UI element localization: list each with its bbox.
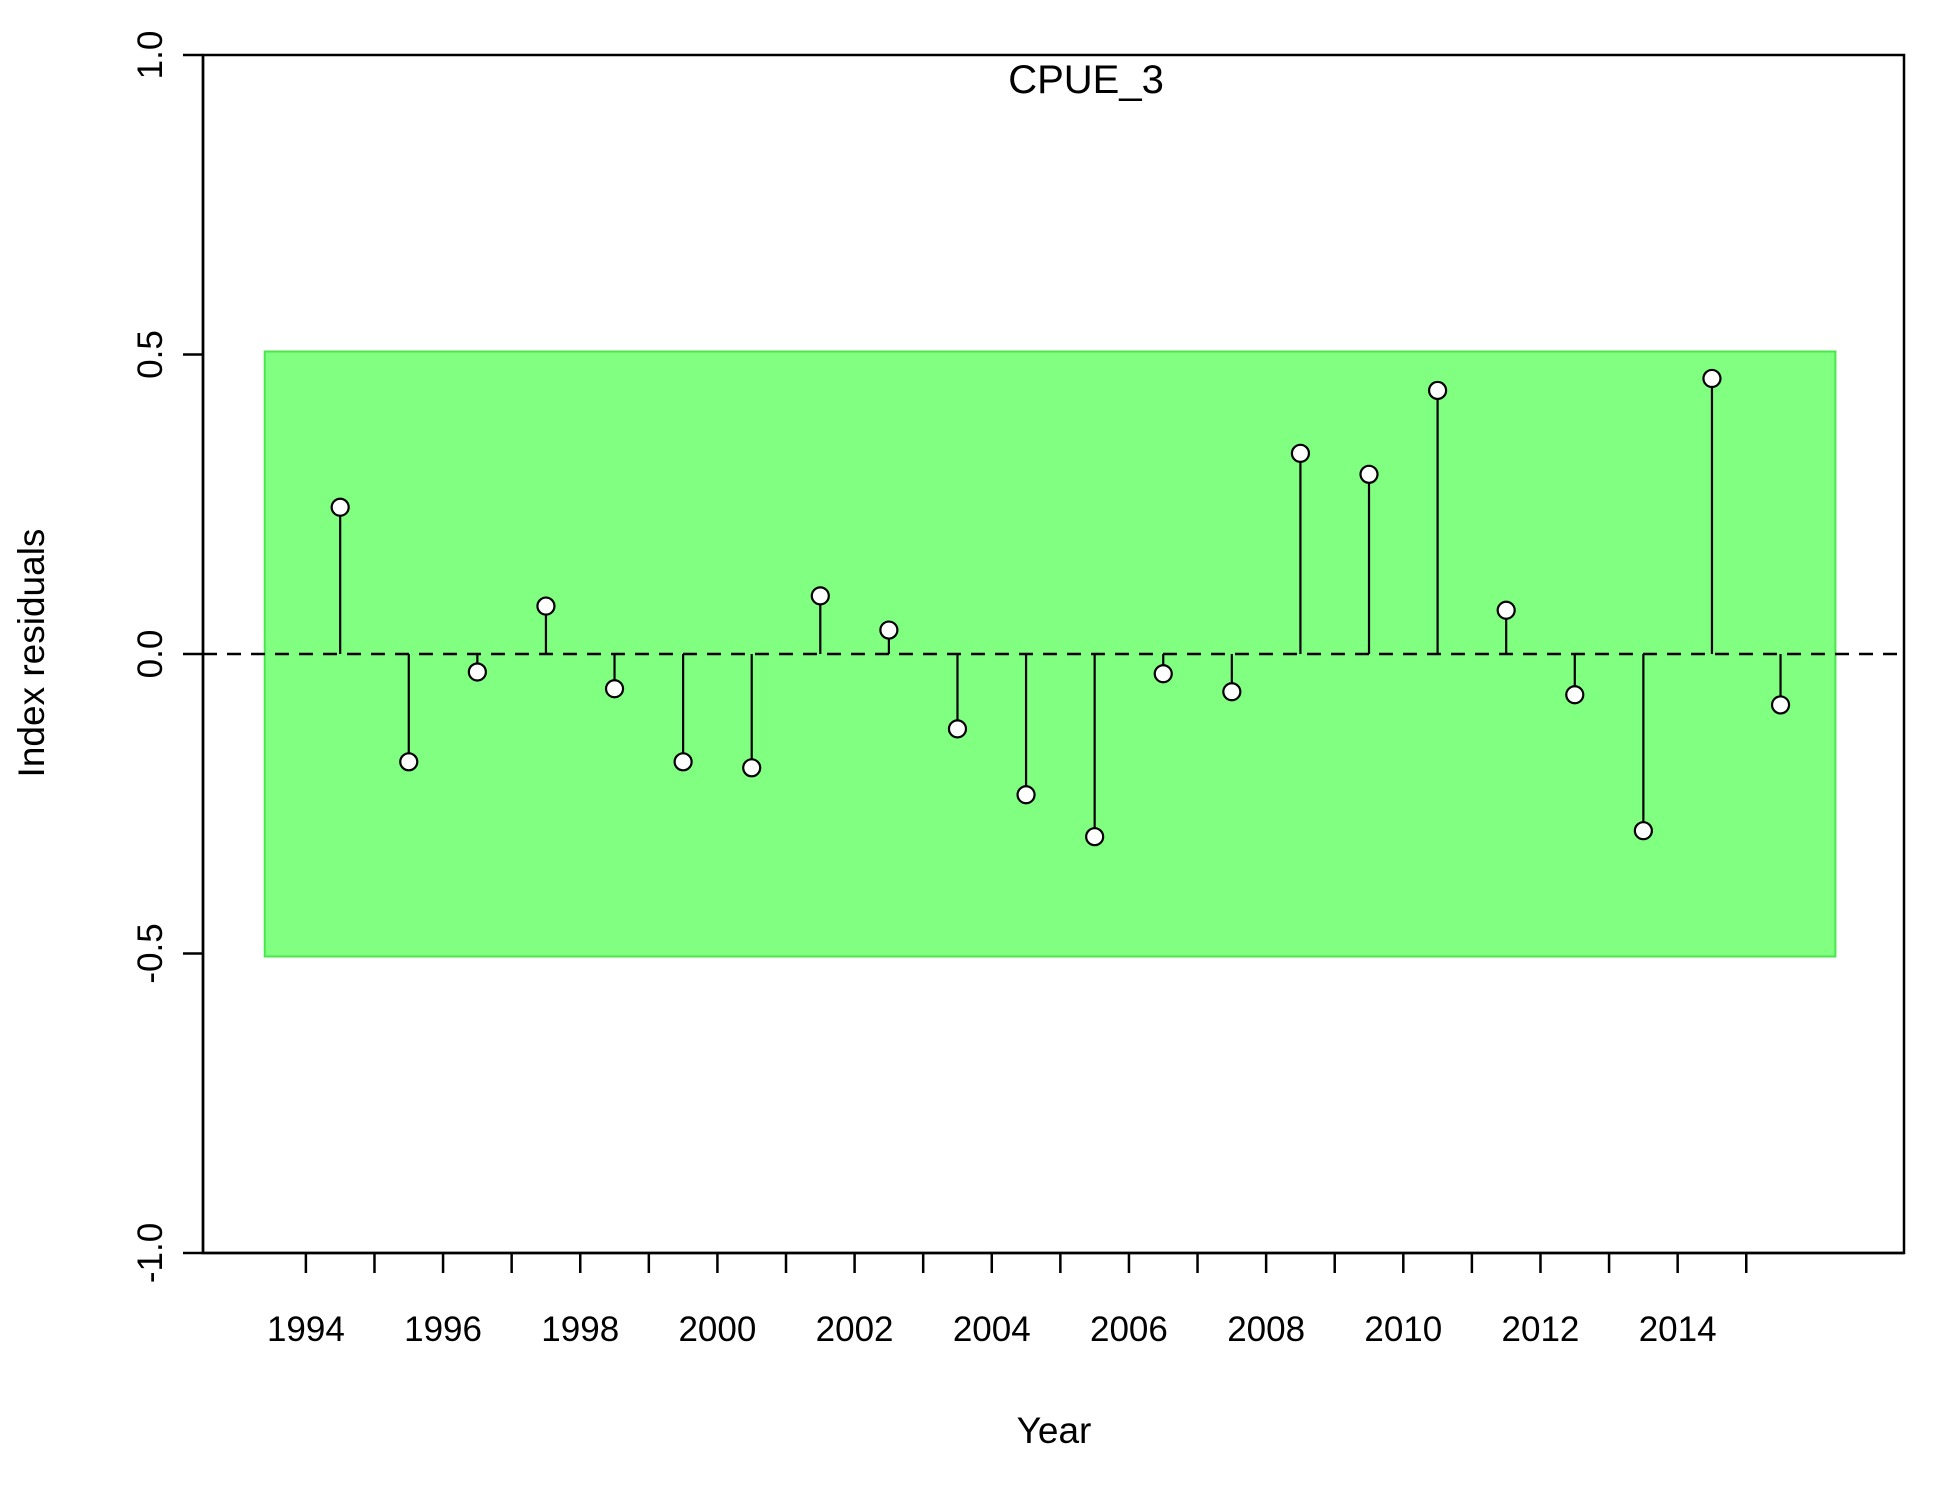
residual-point bbox=[742, 758, 762, 778]
residual-point bbox=[947, 719, 968, 739]
x-tick-label: 1998 bbox=[541, 1310, 619, 1349]
residual-point bbox=[1222, 682, 1242, 702]
residual-point bbox=[604, 679, 625, 699]
residual-point bbox=[1359, 464, 1379, 484]
residual-point bbox=[1016, 785, 1036, 805]
residual-point bbox=[1427, 380, 1448, 401]
residual-point bbox=[1496, 600, 1516, 620]
residual-point bbox=[1153, 664, 1173, 684]
x-tick-label: 2012 bbox=[1502, 1310, 1580, 1349]
x-tick-label: 2000 bbox=[678, 1310, 756, 1349]
x-tick-label: 1996 bbox=[404, 1310, 482, 1349]
residual-point bbox=[810, 586, 830, 606]
x-tick-label: 2004 bbox=[953, 1310, 1031, 1349]
x-axis-label: Year bbox=[1017, 1410, 1092, 1451]
y-tick-label: -1.0 bbox=[131, 1223, 170, 1283]
residual-point bbox=[1702, 368, 1722, 389]
x-tick-label: 1994 bbox=[267, 1310, 345, 1349]
y-tick-label: 0.5 bbox=[131, 330, 170, 379]
residual-point bbox=[1770, 695, 1791, 715]
x-axis: 1994 1996 1998 2000 2002 2004 2006 2008 2010 2012… bbox=[203, 1251, 1904, 1349]
residual-point bbox=[399, 752, 419, 772]
residual-points bbox=[330, 368, 1791, 847]
y-tick-label: 1.0 bbox=[131, 31, 170, 80]
y-axis-label: Index residuals bbox=[11, 529, 52, 778]
x-tick-label: 2010 bbox=[1364, 1310, 1442, 1349]
y-tick-label: 0.0 bbox=[131, 630, 170, 679]
residual-point bbox=[330, 497, 350, 517]
residual-point bbox=[1290, 443, 1311, 463]
residual-point bbox=[1085, 827, 1105, 847]
x-tick-label: 2002 bbox=[816, 1310, 894, 1349]
chart-title: CPUE_3 bbox=[1008, 58, 1164, 102]
residual-point bbox=[879, 620, 899, 640]
residual-point bbox=[1565, 685, 1585, 705]
x-tick-label: 2006 bbox=[1090, 1310, 1168, 1349]
x-tick-label: 2008 bbox=[1227, 1310, 1305, 1349]
residual-point bbox=[467, 662, 487, 682]
x-tick-label: 2014 bbox=[1639, 1310, 1717, 1349]
residual-point bbox=[1633, 821, 1653, 841]
y-axis: -1.0 -0.5 0.0 0.5 1.0 bbox=[131, 31, 205, 1283]
residual-point bbox=[536, 596, 556, 616]
y-tick-label: -0.5 bbox=[131, 923, 170, 983]
residual-point bbox=[673, 752, 693, 772]
